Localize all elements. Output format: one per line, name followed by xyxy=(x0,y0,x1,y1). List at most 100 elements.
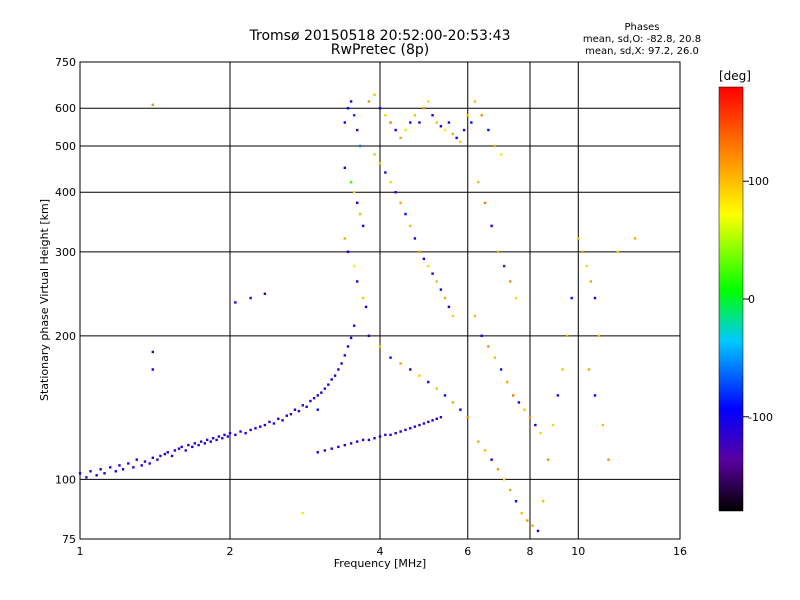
data-point xyxy=(78,472,82,475)
data-point xyxy=(431,114,434,117)
colorbar xyxy=(718,86,744,512)
data-point xyxy=(427,264,430,268)
data-point xyxy=(197,443,200,447)
data-point xyxy=(193,442,197,445)
data-point xyxy=(127,462,130,465)
data-point xyxy=(121,468,125,471)
data-point xyxy=(151,456,155,459)
data-point xyxy=(148,462,151,465)
data-point xyxy=(305,405,308,408)
data-point xyxy=(528,416,532,419)
stats-line2: mean, sd,X: 97.2, 26.0 xyxy=(585,46,699,57)
data-point xyxy=(289,412,293,416)
data-point xyxy=(470,121,473,124)
data-point xyxy=(422,422,426,425)
data-point xyxy=(505,380,509,384)
y-tick-label: 300 xyxy=(55,246,76,259)
data-point xyxy=(587,368,591,371)
data-point xyxy=(343,121,347,124)
data-point xyxy=(109,466,112,469)
data-point xyxy=(384,171,387,174)
data-point xyxy=(514,296,518,300)
x-tick-label: 1 xyxy=(77,545,84,558)
data-point xyxy=(418,423,421,427)
data-point xyxy=(85,476,88,479)
data-point xyxy=(451,401,455,404)
data-point xyxy=(327,383,330,386)
data-point xyxy=(223,433,226,437)
data-point xyxy=(184,449,187,452)
data-point xyxy=(349,442,353,445)
data-point xyxy=(378,435,382,438)
data-point xyxy=(352,191,356,194)
data-point xyxy=(320,391,323,394)
data-point xyxy=(394,191,397,194)
data-point xyxy=(316,451,319,454)
data-point xyxy=(413,114,417,117)
data-point xyxy=(517,401,521,404)
y-tick-label: 750 xyxy=(55,56,76,69)
data-point xyxy=(177,447,181,450)
data-point xyxy=(187,443,190,447)
data-point xyxy=(367,334,371,338)
data-point xyxy=(451,132,455,136)
data-point xyxy=(337,445,340,449)
data-point xyxy=(404,428,407,432)
stats-heading: Phases xyxy=(624,22,659,33)
data-point xyxy=(361,296,365,300)
data-point xyxy=(312,396,316,400)
data-point xyxy=(352,114,356,117)
data-point xyxy=(151,350,155,354)
data-point xyxy=(263,292,267,295)
data-point xyxy=(384,114,387,117)
data-point xyxy=(330,378,333,381)
data-point xyxy=(480,334,483,338)
y-tick-label: 100 xyxy=(55,473,76,486)
data-point xyxy=(502,264,506,268)
data-point xyxy=(228,431,232,435)
data-point xyxy=(439,125,443,128)
data-point xyxy=(373,93,376,97)
data-point xyxy=(249,296,252,300)
data-point xyxy=(352,264,356,268)
data-point xyxy=(358,144,362,148)
data-point xyxy=(597,334,601,338)
data-point xyxy=(581,250,584,254)
data-point xyxy=(346,107,350,110)
data-point xyxy=(346,345,350,348)
data-point xyxy=(601,423,605,427)
data-point xyxy=(439,288,443,291)
data-point xyxy=(523,408,526,411)
data-point xyxy=(349,180,353,184)
data-point xyxy=(409,427,412,430)
data-point xyxy=(378,107,382,110)
data-point xyxy=(99,468,102,471)
data-point xyxy=(561,368,564,371)
data-point xyxy=(343,354,347,357)
data-point xyxy=(565,334,569,338)
data-point xyxy=(418,250,421,254)
data-point xyxy=(309,399,312,403)
data-point xyxy=(281,419,284,422)
data-point xyxy=(355,201,359,205)
y-tick-label: 500 xyxy=(55,140,76,153)
data-point xyxy=(394,431,397,435)
data-point xyxy=(399,430,402,433)
data-point xyxy=(443,296,447,300)
data-point xyxy=(427,380,430,384)
data-point xyxy=(166,451,169,454)
data-point xyxy=(217,435,221,438)
data-point xyxy=(399,362,402,365)
colorbar-tick-label: -100 xyxy=(748,411,773,424)
data-point xyxy=(389,433,392,437)
data-point xyxy=(508,488,512,492)
data-point xyxy=(483,201,487,205)
data-point xyxy=(337,368,340,371)
data-point xyxy=(226,435,230,438)
data-point xyxy=(502,478,506,481)
data-point xyxy=(459,140,462,144)
colorbar-tick-label: 100 xyxy=(748,175,769,188)
data-point xyxy=(330,447,333,450)
data-point xyxy=(293,408,297,411)
